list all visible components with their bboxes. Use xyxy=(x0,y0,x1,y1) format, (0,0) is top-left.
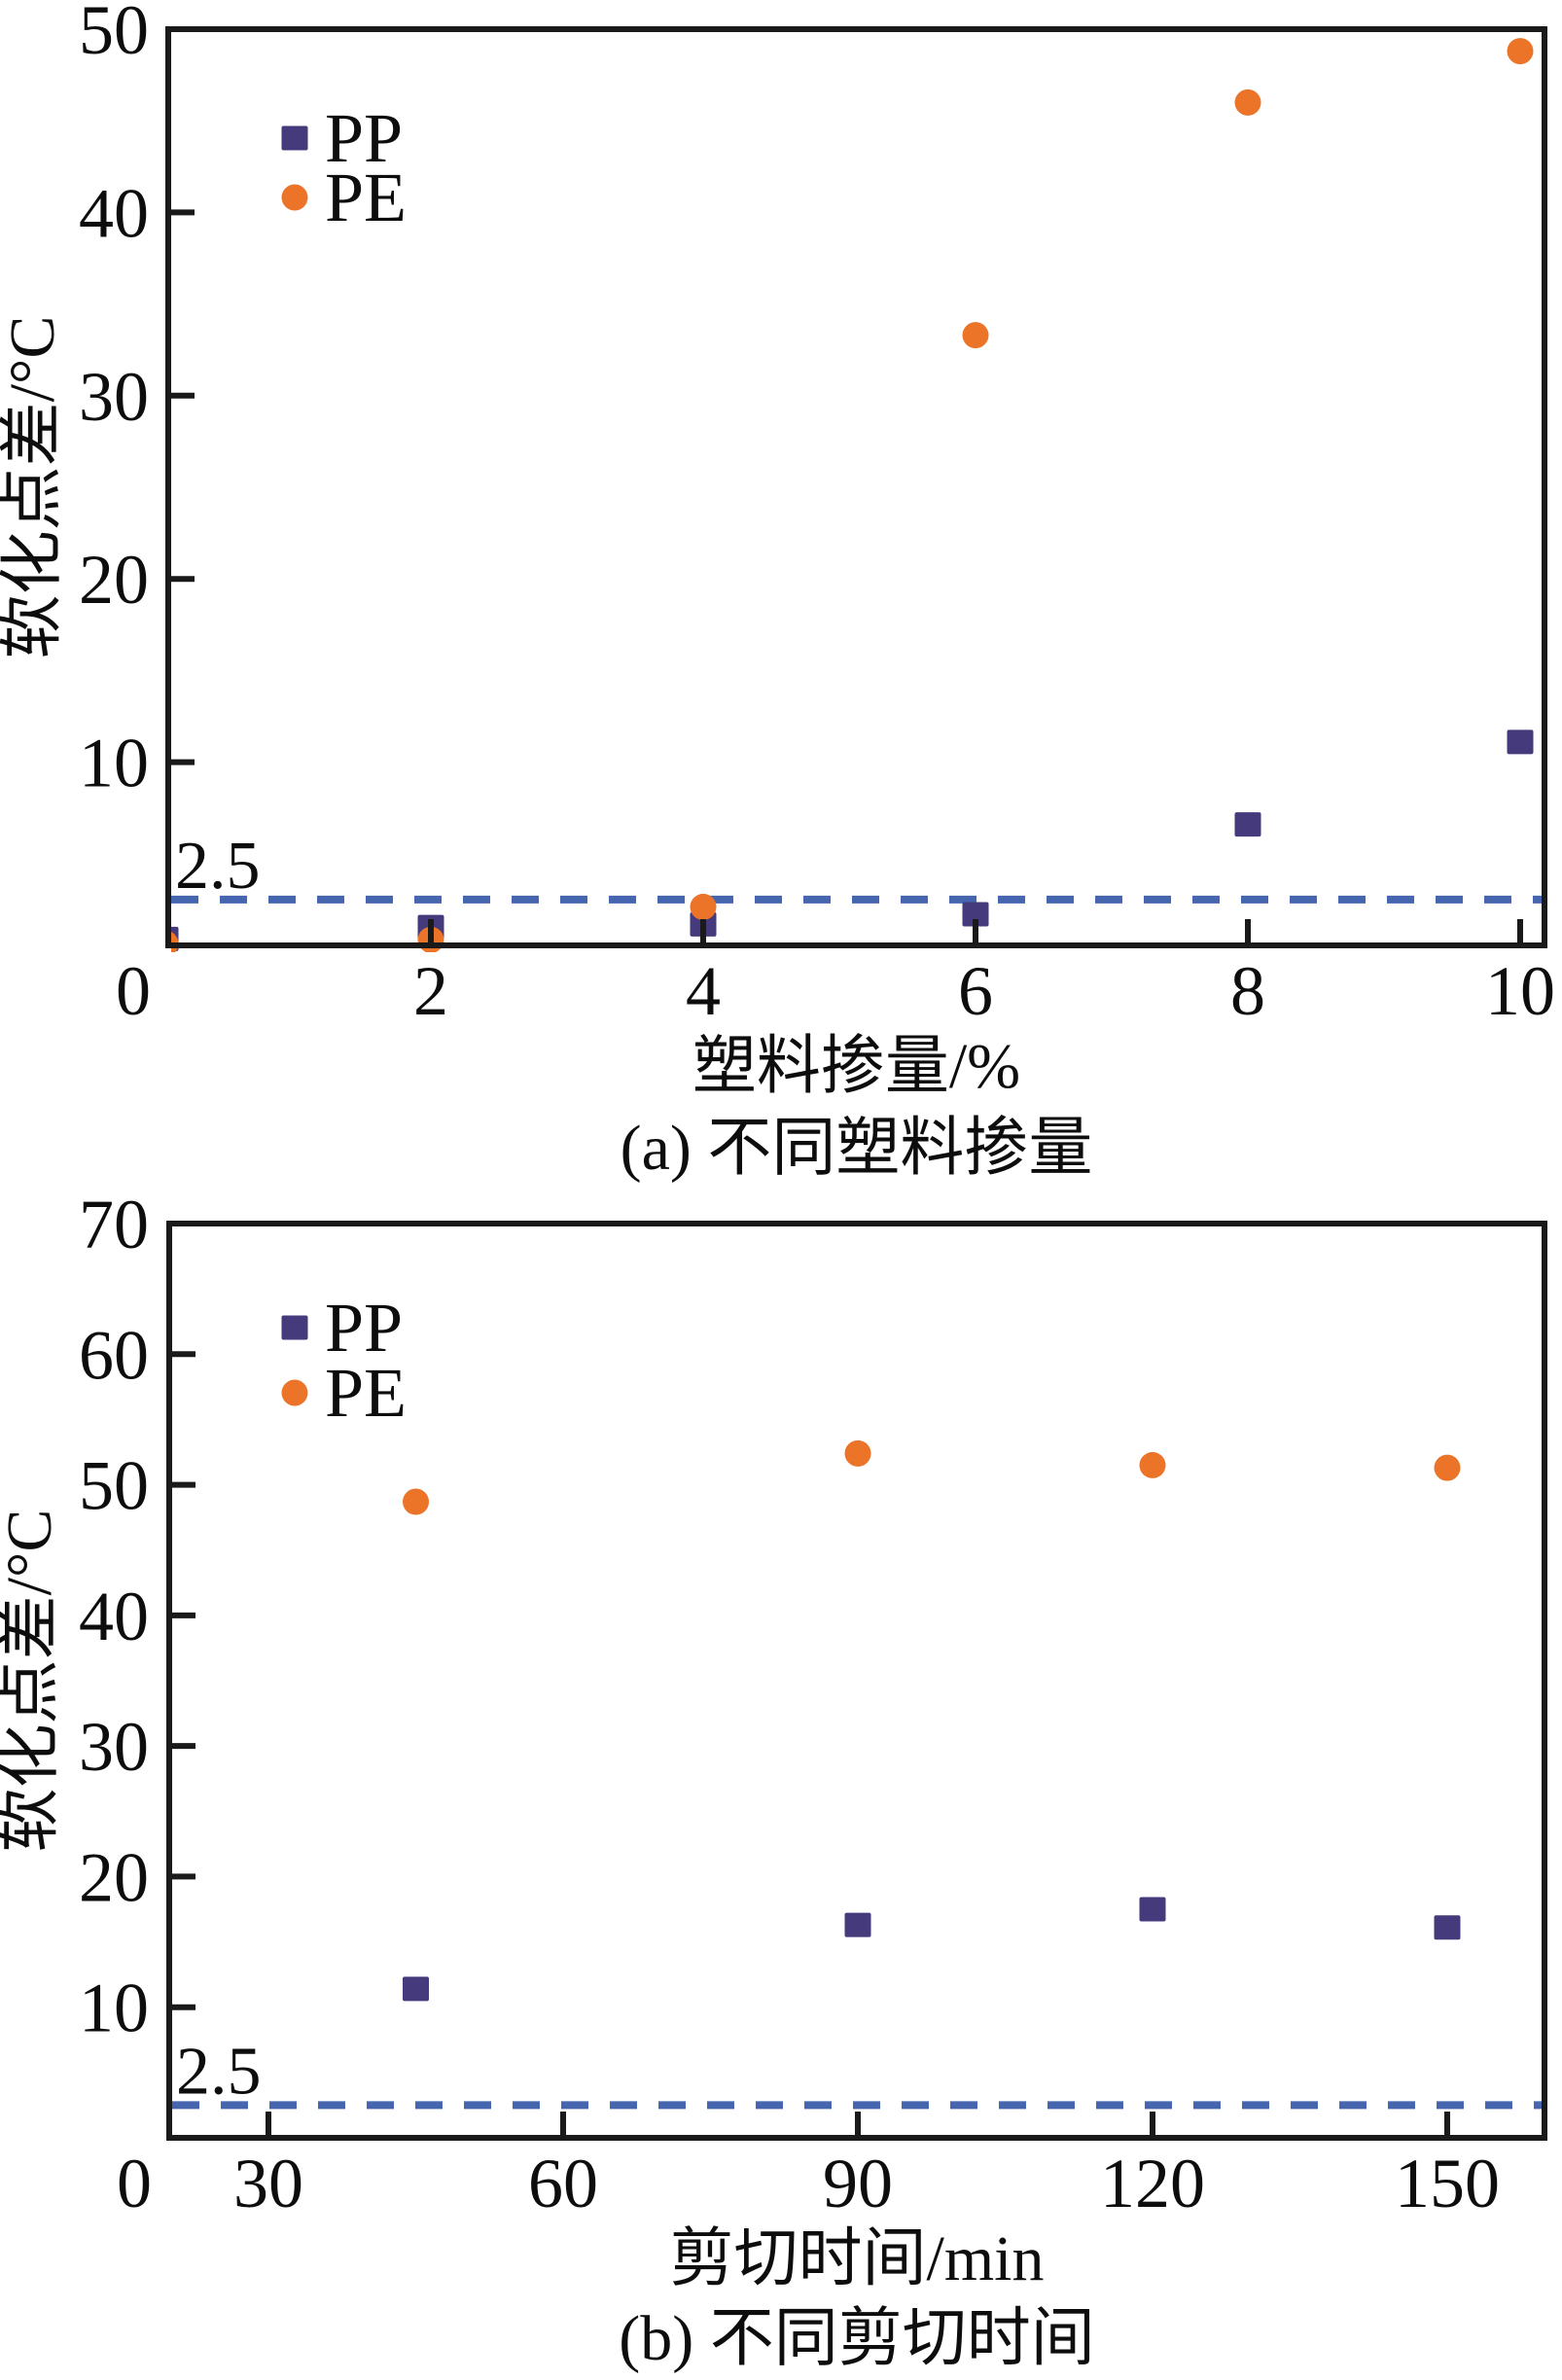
panel-caption: (a) 不同塑料掺量 xyxy=(621,1113,1093,1184)
x-axis-title: 剪切时间/min xyxy=(669,2223,1044,2294)
legend-marker-square xyxy=(281,125,308,151)
data-point-square xyxy=(1507,729,1534,755)
legend-marker-circle xyxy=(281,184,308,211)
data-markers xyxy=(403,1439,1461,2002)
legend-label: PP xyxy=(325,1289,403,1367)
y-tick-label: 30 xyxy=(79,358,149,436)
plot-frame xyxy=(165,26,1547,948)
x-tick-label: 10 xyxy=(1485,952,1555,1030)
legend-label: PE xyxy=(325,1354,407,1432)
y-axis-title: 软化点差/°C xyxy=(0,1510,65,1853)
data-point-circle xyxy=(844,1439,871,1467)
plot-frame xyxy=(166,1221,1547,2141)
legend-label: PE xyxy=(325,159,407,236)
data-point-square xyxy=(1434,1915,1461,1940)
data-point-square xyxy=(844,1912,871,1937)
data-point-circle xyxy=(1434,1454,1461,1481)
x-tick-label: 60 xyxy=(528,2145,598,2222)
threshold-label: 2.5 xyxy=(176,2034,262,2109)
x-axis-title: 塑料掺量/% xyxy=(692,1031,1020,1102)
threshold-label: 2.5 xyxy=(175,829,261,904)
x-tick-label: 0 xyxy=(116,952,151,1030)
y-tick-label: 60 xyxy=(79,1316,149,1394)
y-tick-label: 40 xyxy=(79,1578,149,1655)
data-point-square xyxy=(1234,812,1261,837)
data-point-circle xyxy=(690,893,717,920)
y-tick-label: 10 xyxy=(79,725,149,802)
x-tick-label: 6 xyxy=(958,952,993,1030)
y-tick-label: 70 xyxy=(79,1186,149,1263)
y-tick-label: 10 xyxy=(79,1970,149,2047)
x-tick-label: 0 xyxy=(117,2145,152,2222)
y-axis-title: 软化点差/°C xyxy=(0,316,68,659)
series-pp xyxy=(171,729,1534,951)
x-tick-label: 90 xyxy=(823,2145,893,2222)
series-pp xyxy=(403,1897,1461,2002)
y-tick-label: 20 xyxy=(79,1838,149,1916)
x-tick-label: 2 xyxy=(413,952,448,1030)
data-point-circle xyxy=(1507,38,1534,65)
y-tick-label: 20 xyxy=(79,541,149,619)
data-point-square xyxy=(403,1976,429,2002)
y-tick-label: 50 xyxy=(79,0,149,69)
y-tick-label: 50 xyxy=(79,1447,149,1525)
y-tick-label: 30 xyxy=(79,1708,149,1786)
data-point-square xyxy=(962,902,989,927)
x-tick-label: 120 xyxy=(1100,2145,1205,2222)
x-tick-label: 4 xyxy=(686,952,721,1030)
panel-caption: (b) 不同剪切时间 xyxy=(619,2303,1094,2374)
data-point-circle xyxy=(403,1488,429,1515)
data-point-circle xyxy=(1139,1451,1166,1478)
data-point-circle xyxy=(962,322,989,349)
x-tick-label: 30 xyxy=(233,2145,303,2222)
x-tick-label: 8 xyxy=(1230,952,1265,1030)
y-tick-label: 40 xyxy=(79,174,149,252)
legend-marker-square xyxy=(281,1315,308,1340)
series-pe xyxy=(403,1439,1461,1515)
data-point-square xyxy=(1139,1897,1166,1922)
x-tick-label: 150 xyxy=(1395,2145,1500,2222)
legend-marker-circle xyxy=(281,1379,308,1406)
legend-label: PP xyxy=(325,99,403,177)
data-point-circle xyxy=(1234,89,1261,116)
